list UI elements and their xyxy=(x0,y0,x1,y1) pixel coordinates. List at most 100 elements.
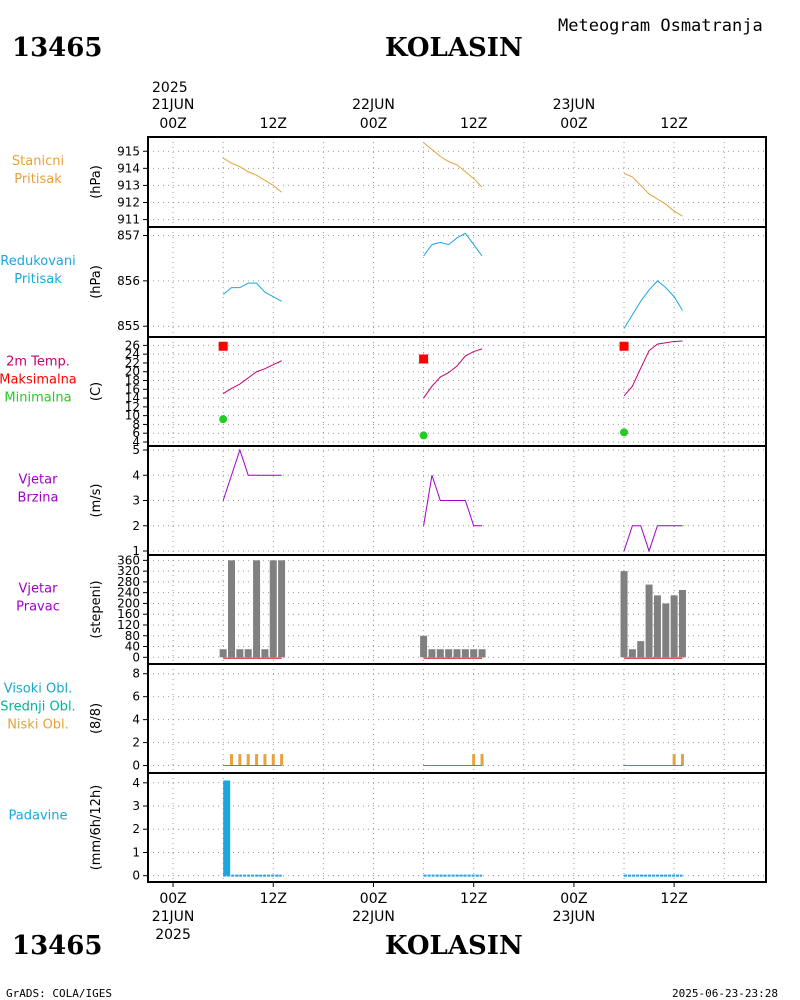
precipitation-panel-frame xyxy=(147,772,767,883)
station_pressure-y-axis-label: (hPa) xyxy=(89,165,104,199)
bottom-hour-label: 12Z xyxy=(660,891,687,907)
wind_direction-y-tick-label: 360 xyxy=(117,553,140,567)
precip-bar xyxy=(223,780,231,876)
low-cloud-bar xyxy=(672,754,676,766)
bottom-hour-label: 00Z xyxy=(360,891,387,907)
low-cloud-bar xyxy=(472,754,476,766)
temperature-series-line xyxy=(423,348,483,399)
cloud_cover-y-tick-label: 8 xyxy=(132,667,140,681)
wind-direction-bar xyxy=(445,649,453,658)
bottom-hour-label: 00Z xyxy=(560,891,587,907)
low-cloud-bar xyxy=(246,754,250,766)
reduced_pressure-y-tick-label: 856 xyxy=(117,274,140,288)
wind_direction-y-tick-label: 160 xyxy=(117,607,140,621)
reduced_pressure-series-line xyxy=(423,232,483,257)
wind-direction-bar xyxy=(219,649,227,658)
temperature-y-tick-label: 16 xyxy=(125,382,140,396)
station_pressure-y-tick-label: 914 xyxy=(117,161,140,175)
tmin-marker xyxy=(620,428,629,437)
station_pressure-y-tick-label: 913 xyxy=(117,178,140,192)
wind-direction-bar xyxy=(628,649,636,658)
precipitation-y-tick-label: 0 xyxy=(132,869,140,883)
wind-direction-bar xyxy=(461,649,469,658)
wind_direction-y-tick-label: 280 xyxy=(117,575,140,589)
wind-direction-bar xyxy=(428,649,436,658)
wind-direction-bar xyxy=(662,603,670,658)
bottom-hour-label: 12Z xyxy=(260,891,287,907)
wind_direction-y-axis-label: (stepeni) xyxy=(89,580,104,638)
station_pressure-series-line xyxy=(623,172,683,217)
precipitation-y-tick-label: 1 xyxy=(132,845,140,859)
reduced_pressure-y-axis-label: (hPa) xyxy=(89,265,104,299)
cloud_cover-panel-label: Niski Obl. xyxy=(7,718,69,733)
wind_speed-y-tick-label: 2 xyxy=(132,519,140,533)
wind_speed-y-tick-label: 5 xyxy=(132,443,140,457)
top-hour-label: 12Z xyxy=(460,116,487,132)
precipitation-y-axis-label: (mm/6h/12h) xyxy=(89,785,104,871)
wind_direction-y-tick-label: 200 xyxy=(117,596,140,610)
station_pressure-y-tick-label: 915 xyxy=(117,144,140,158)
station-id-top: 13465 xyxy=(12,33,102,63)
temperature-y-tick-label: 14 xyxy=(125,391,140,405)
station-id-bottom: 13465 xyxy=(12,931,102,961)
temperature-y-tick-label: 18 xyxy=(125,374,140,388)
temperature-y-tick-label: 24 xyxy=(125,347,140,361)
reduced_pressure-panel-label: Redukovani xyxy=(0,254,75,269)
wind-direction-bar xyxy=(645,584,653,658)
wind-direction-bar xyxy=(236,649,244,658)
reduced_pressure-y-tick-label: 855 xyxy=(117,319,140,333)
cloud_cover-panel-label: Visoki Obl. xyxy=(4,682,72,697)
low-cloud-bar xyxy=(271,754,275,766)
station-name-top: KOLASIN xyxy=(385,33,523,63)
station_pressure-y-tick-label: 912 xyxy=(117,196,140,210)
wind_speed-series-line xyxy=(222,448,282,501)
top-hour-label: 00Z xyxy=(560,116,587,132)
reduced_pressure-series-line xyxy=(222,282,282,302)
wind-direction-bar xyxy=(228,560,236,658)
precipitation-y-tick-label: 2 xyxy=(132,822,140,836)
wind_speed-y-tick-label: 3 xyxy=(132,494,140,508)
bottom-date-label: 23JUN xyxy=(553,909,596,925)
top-hour-label: 12Z xyxy=(260,116,287,132)
temperature-y-tick-label: 22 xyxy=(125,356,140,370)
top-date-label: 22JUN xyxy=(352,97,395,113)
cloud_cover-y-tick-label: 4 xyxy=(132,713,140,727)
wind-direction-bar xyxy=(420,635,428,658)
wind_direction-y-tick-label: 320 xyxy=(117,564,140,578)
temperature-panel-frame xyxy=(147,336,767,447)
wind_direction-panel-label: Vjetar xyxy=(19,582,59,597)
station-name-bottom: KOLASIN xyxy=(385,931,523,961)
precipitation-panel-label: Padavine xyxy=(9,809,68,824)
wind_speed-panel-label: Vjetar xyxy=(19,473,59,488)
low-cloud-bar xyxy=(255,754,259,766)
temperature-y-tick-label: 26 xyxy=(125,338,140,352)
wind_speed-y-axis-label: (m/s) xyxy=(89,484,104,518)
wind_speed-y-tick-label: 4 xyxy=(132,468,140,482)
station_pressure-y-tick-label: 911 xyxy=(117,213,140,227)
cloud_cover-y-tick-label: 2 xyxy=(132,736,140,750)
tmin-marker xyxy=(419,431,428,440)
top-hour-label: 12Z xyxy=(660,116,687,132)
wind_direction-y-tick-label: 80 xyxy=(125,629,140,643)
bottom-hour-label: 00Z xyxy=(159,891,186,907)
bottom-year-label: 2025 xyxy=(155,927,191,943)
meteogram-subtitle: Meteogram Osmatranja xyxy=(558,16,763,36)
tmax-marker xyxy=(218,341,228,351)
reduced_pressure-y-tick-label: 857 xyxy=(117,229,140,243)
station_pressure-panel-label: Stanicni xyxy=(12,154,64,169)
wind-direction-bar xyxy=(620,571,628,658)
wind-direction-bar xyxy=(278,560,286,658)
precipitation-y-tick-label: 3 xyxy=(132,799,140,813)
tmin-marker xyxy=(219,415,228,424)
low-cloud-bar xyxy=(238,754,242,766)
temperature-series-line xyxy=(222,360,282,395)
temperature-series-line xyxy=(623,340,683,397)
top-date-label: 23JUN xyxy=(553,97,596,113)
wind_direction-y-tick-label: 240 xyxy=(117,586,140,600)
wind_direction-y-tick-label: 40 xyxy=(125,640,140,654)
wind-direction-bar xyxy=(678,589,686,658)
cloud_cover-panel-label: Srednji Obl. xyxy=(0,700,75,715)
wind_direction-panel-label: Pravac xyxy=(16,600,60,615)
